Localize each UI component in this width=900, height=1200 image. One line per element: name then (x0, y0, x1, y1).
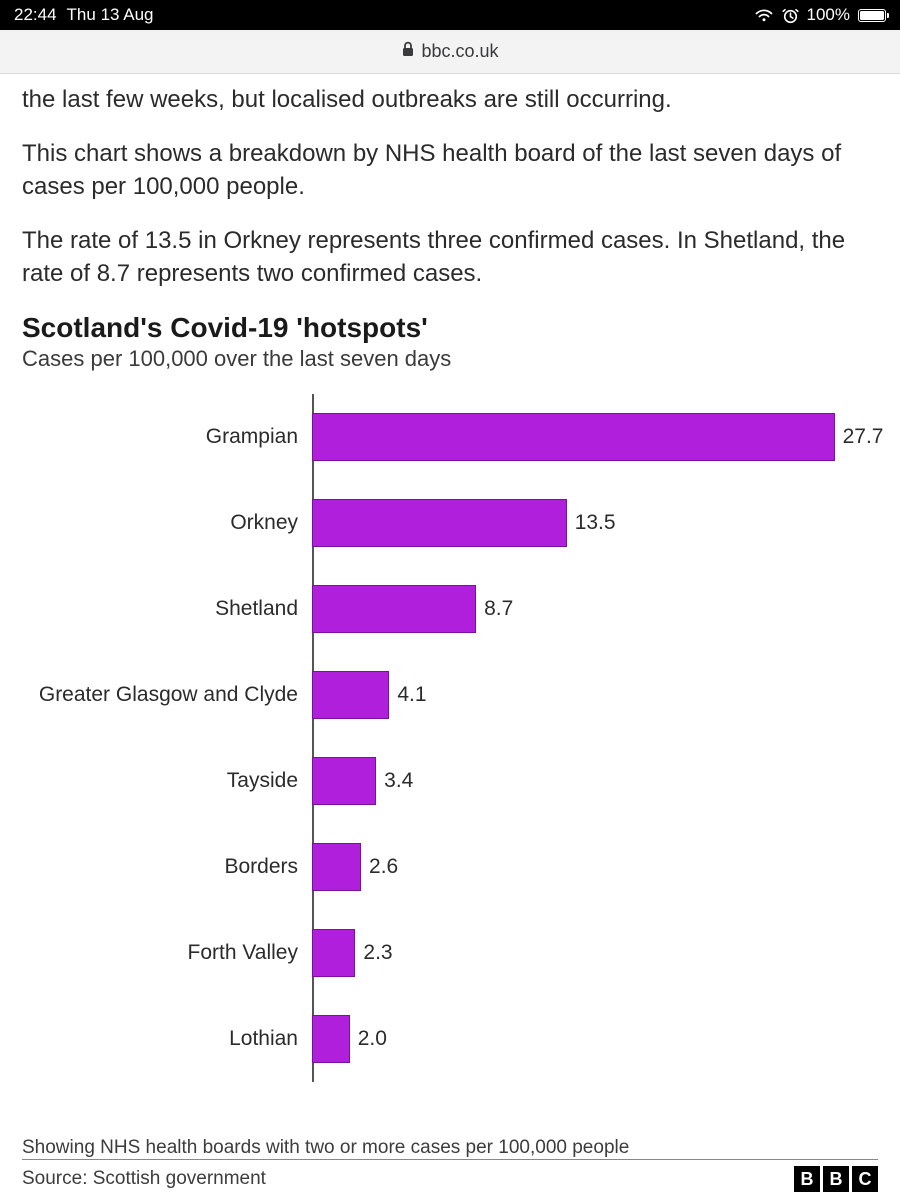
bar-value: 3.4 (384, 769, 413, 793)
bbc-logo: B B C (794, 1166, 878, 1192)
status-time: 22:44 (14, 5, 57, 25)
bar (312, 671, 389, 719)
bar (312, 757, 376, 805)
bar-value: 2.6 (369, 855, 398, 879)
status-bar: 22:44 Thu 13 Aug 100% (0, 0, 900, 30)
chart-note: Showing NHS health boards with two or mo… (22, 1137, 878, 1159)
chart-subtitle: Cases per 100,000 over the last seven da… (22, 346, 878, 372)
battery-icon (858, 9, 886, 22)
article-paragraph: This chart shows a breakdown by NHS heal… (22, 138, 878, 203)
bar (312, 413, 835, 461)
bar-label: Tayside (22, 769, 312, 793)
bar-label: Borders (22, 855, 312, 879)
bar-label: Orkney (22, 511, 312, 535)
bar-label: Greater Glasgow and Clyde (22, 683, 312, 707)
chart-row: Tayside 3.4 (22, 738, 878, 824)
bar-label: Shetland (22, 597, 312, 621)
chart-row: Grampian27.7 (22, 394, 878, 480)
lock-icon (401, 41, 415, 62)
status-date: Thu 13 Aug (67, 5, 154, 25)
bar-value: 13.5 (575, 511, 616, 535)
chart-title: Scotland's Covid-19 'hotspots' (22, 312, 878, 344)
chart-row: Forth Valley 2.3 (22, 910, 878, 996)
bbc-logo-letter: C (852, 1166, 878, 1192)
bar (312, 929, 355, 977)
chart-row: Borders 2.6 (22, 824, 878, 910)
chart-row: Shetland 8.7 (22, 566, 878, 652)
bar (312, 1015, 350, 1063)
chart-plot: Grampian27.7 Orkney 13.5 Shetland 8.7 Greater… (22, 394, 878, 1082)
bar-value: 4.1 (397, 683, 426, 707)
bar-value: 2.3 (363, 941, 392, 965)
chart: Scotland's Covid-19 'hotspots' Cases per… (22, 312, 878, 1082)
chart-row: Greater Glasgow and Clyde 4.1 (22, 652, 878, 738)
battery-percent: 100% (807, 5, 850, 25)
bar (312, 499, 567, 547)
address-bar[interactable]: bbc.co.uk (0, 30, 900, 74)
bar-value: 2.0 (358, 1027, 387, 1051)
article-paragraph: The rate of 13.5 in Orkney represents th… (22, 225, 878, 290)
bar (312, 585, 476, 633)
chart-row: Lothian 2.0 (22, 996, 878, 1082)
axis-line (312, 394, 314, 1082)
chart-footer: Showing NHS health boards with two or mo… (0, 1131, 900, 1200)
wifi-icon (754, 8, 774, 23)
bar-value: 27.7 (843, 425, 884, 449)
bar-label: Grampian (22, 425, 312, 449)
bbc-logo-letter: B (823, 1166, 849, 1192)
alarm-icon (782, 7, 799, 24)
bbc-logo-letter: B (794, 1166, 820, 1192)
bar-label: Lothian (22, 1027, 312, 1051)
chart-source: Source: Scottish government (22, 1168, 794, 1190)
bar-value: 8.7 (484, 597, 513, 621)
bar-label: Forth Valley (22, 941, 312, 965)
chart-row: Orkney 13.5 (22, 480, 878, 566)
article-paragraph: the last few weeks, but localised outbre… (22, 84, 878, 116)
address-domain: bbc.co.uk (421, 41, 498, 62)
bar (312, 843, 361, 891)
